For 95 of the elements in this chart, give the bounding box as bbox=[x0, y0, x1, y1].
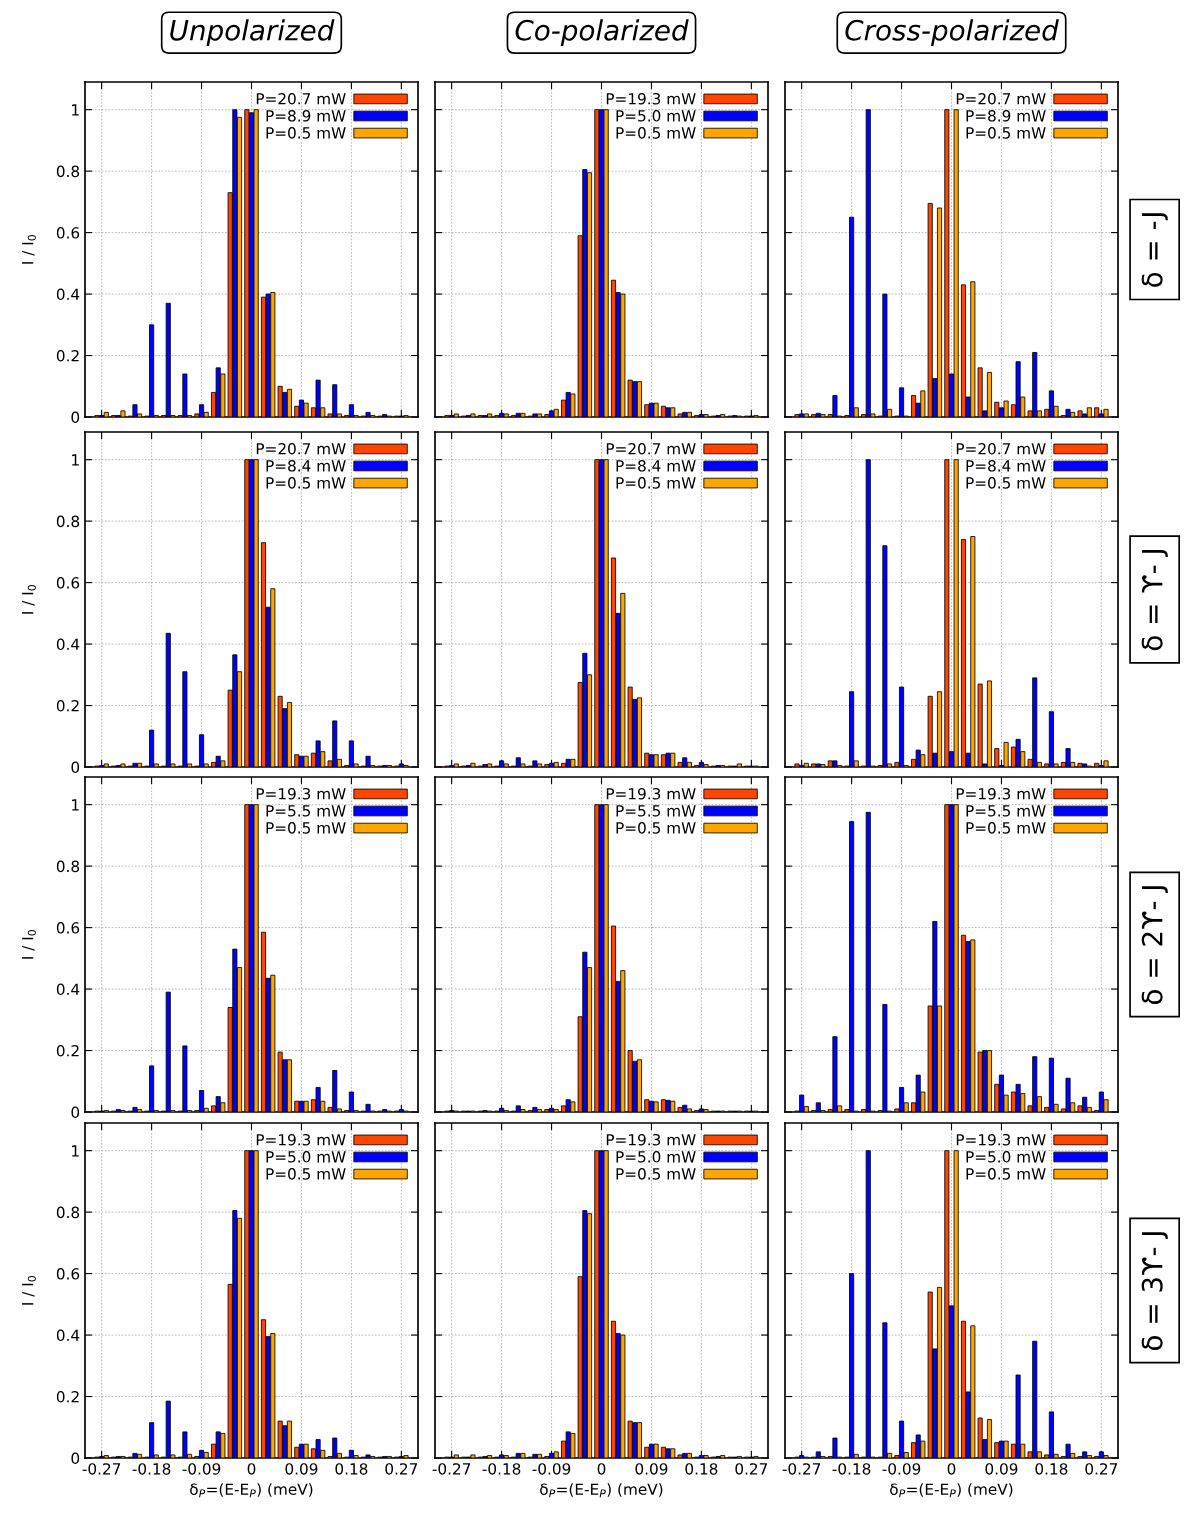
legend-label: P=0.5 mW bbox=[616, 1168, 696, 1180]
chart-title: Co-polarized bbox=[515, 19, 689, 47]
x-axis-title: δ$_{P}$=(E-E$_{P}$) (meV) bbox=[540, 1483, 663, 1498]
y-axis-title: I / I$_{0}$ bbox=[22, 235, 36, 264]
y-axis-title: I / I$_{0}$ bbox=[22, 585, 36, 614]
x-tick-label: 0.27 bbox=[385, 1463, 418, 1475]
y-tick-label: 1 bbox=[72, 799, 79, 811]
x-tick-label: 0 bbox=[947, 1463, 956, 1475]
legend-label: P=5.0 mW bbox=[616, 1151, 696, 1163]
legend-label: P=0.5 mW bbox=[966, 822, 1046, 834]
x-tick-label: 0.27 bbox=[735, 1463, 768, 1475]
legend-label: P=8.4 mW bbox=[966, 460, 1046, 472]
x-tick-label: -0.09 bbox=[882, 1463, 921, 1475]
y-tick-label: 0.4 bbox=[56, 638, 80, 651]
x-tick-label: -0.18 bbox=[132, 1463, 171, 1475]
text: δ = ϒ- J bbox=[1141, 550, 1168, 651]
legend-label: P=19.3 mW bbox=[606, 787, 696, 800]
legend-label: P=0.5 mW bbox=[966, 477, 1046, 489]
x-axis-title: δ$_{P}$=(E-E$_{P}$) (meV) bbox=[190, 1483, 313, 1498]
y-tick-label: 0 bbox=[71, 1452, 80, 1465]
y-tick-label: 0.4 bbox=[56, 288, 80, 301]
legend-label: P=5.5 mW bbox=[266, 805, 346, 817]
legend-label: P=19.3 mW bbox=[606, 1133, 696, 1146]
y-tick-label: 0.2 bbox=[56, 1045, 79, 1057]
x-tick-label: 0.18 bbox=[335, 1463, 368, 1475]
x-tick-label: -0.18 bbox=[482, 1463, 521, 1475]
x-tick-label: 0.18 bbox=[1035, 1463, 1068, 1475]
y-tick-label: 0 bbox=[71, 411, 80, 424]
legend-label: P=19.3 mW bbox=[256, 1133, 346, 1146]
x-tick-label: 0.09 bbox=[285, 1463, 318, 1475]
x-tick-label: 0.27 bbox=[1085, 1463, 1118, 1475]
y-tick-label: 0.6 bbox=[56, 922, 80, 934]
legend-label: P=19.3 mW bbox=[956, 787, 1046, 800]
legend-label: P=5.0 mW bbox=[266, 1151, 346, 1163]
legend-label: P=20.7 mW bbox=[606, 442, 696, 455]
legend-label: P=0.5 mW bbox=[266, 127, 346, 139]
legend-label: P=0.5 mW bbox=[266, 1168, 346, 1180]
legend-label: P=8.4 mW bbox=[266, 460, 346, 472]
y-tick-label: 0.6 bbox=[56, 577, 80, 589]
chart-title: Cross-polarized bbox=[845, 19, 1059, 47]
legend-label: P=20.7 mW bbox=[956, 442, 1046, 455]
y-tick-label: 0.4 bbox=[56, 983, 80, 996]
text: δ = 3ϒ- J bbox=[1141, 1232, 1168, 1350]
legend-label: P=19.3 mW bbox=[606, 92, 696, 105]
y-tick-label: 0.6 bbox=[56, 1268, 80, 1280]
y-tick-label: 0 bbox=[71, 761, 80, 774]
legend-label: P=19.3 mW bbox=[256, 787, 346, 800]
legend-label: P=5.0 mW bbox=[966, 1151, 1046, 1163]
legend-label: P=0.5 mW bbox=[966, 1168, 1046, 1180]
text: δ = 2ϒ- J bbox=[1141, 886, 1168, 1004]
x-tick-label: 0.09 bbox=[635, 1463, 668, 1475]
legend-label: P=19.3 mW bbox=[956, 1133, 1046, 1146]
y-tick-label: 1 bbox=[72, 454, 79, 466]
legend-label: P=0.5 mW bbox=[266, 822, 346, 834]
y-tick-label: 0.8 bbox=[56, 515, 80, 528]
legend-label: P=0.5 mW bbox=[266, 477, 346, 489]
legend-label: P=8.4 mW bbox=[616, 460, 696, 472]
y-tick-label: 0.8 bbox=[56, 860, 80, 873]
y-tick-label: 0.2 bbox=[56, 1391, 79, 1403]
y-tick-label: 0.2 bbox=[56, 350, 79, 362]
x-tick-label: -0.27 bbox=[782, 1463, 821, 1475]
legend-label: P=5.5 mW bbox=[966, 805, 1046, 817]
legend-label: P=0.5 mW bbox=[616, 477, 696, 489]
x-tick-label: -0.09 bbox=[532, 1463, 571, 1475]
x-tick-label: -0.27 bbox=[432, 1463, 471, 1475]
chart-title: Unpolarized bbox=[170, 19, 335, 47]
x-axis-title: δ$_{P}$=(E-E$_{P}$) (meV) bbox=[890, 1483, 1013, 1498]
legend-label: P=0.5 mW bbox=[616, 822, 696, 834]
legend-label: P=8.9 mW bbox=[266, 110, 346, 122]
y-tick-label: 0 bbox=[71, 1106, 80, 1119]
y-axis-title: I / I$_{0}$ bbox=[22, 930, 36, 959]
legend-label: P=5.5 mW bbox=[616, 805, 696, 817]
legend-label: P=0.5 mW bbox=[966, 127, 1046, 139]
legend-label: P=5.0 mW bbox=[616, 110, 696, 122]
y-tick-label: 0.8 bbox=[56, 1206, 80, 1219]
text: δ = -J bbox=[1141, 213, 1168, 287]
x-tick-label: 0 bbox=[247, 1463, 256, 1475]
y-tick-label: 0.2 bbox=[56, 700, 79, 712]
y-tick-label: 0.8 bbox=[56, 165, 80, 178]
y-tick-label: 0.4 bbox=[56, 1329, 80, 1342]
x-tick-label: 0.18 bbox=[685, 1463, 718, 1475]
y-tick-label: 0.6 bbox=[56, 227, 80, 239]
y-tick-label: 1 bbox=[72, 104, 79, 116]
legend-label: P=20.7 mW bbox=[956, 92, 1046, 105]
legend-label: P=20.7 mW bbox=[256, 442, 346, 455]
x-tick-label: -0.09 bbox=[182, 1463, 221, 1475]
y-tick-label: 1 bbox=[72, 1145, 79, 1157]
legend-label: P=8.9 mW bbox=[966, 110, 1046, 122]
x-tick-label: 0 bbox=[597, 1463, 606, 1475]
x-tick-label: -0.27 bbox=[82, 1463, 121, 1475]
x-tick-label: -0.18 bbox=[832, 1463, 871, 1475]
x-tick-label: 0.09 bbox=[985, 1463, 1018, 1475]
legend-label: P=20.7 mW bbox=[256, 92, 346, 105]
legend-label: P=0.5 mW bbox=[616, 127, 696, 139]
y-axis-title: I / I$_{0}$ bbox=[22, 1276, 36, 1305]
